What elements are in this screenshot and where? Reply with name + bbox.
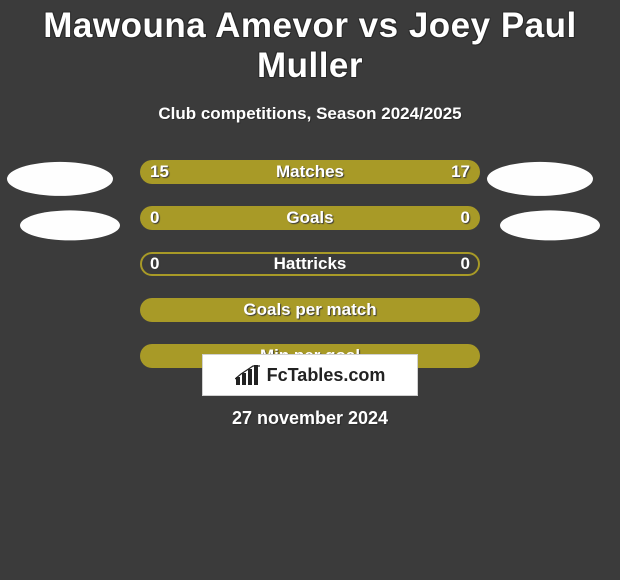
generated-date: 27 november 2024 [0,408,620,429]
stat-label: Matches [140,160,480,184]
stat-value-left: 15 [150,160,169,184]
comparison-infographic: Mawouna Amevor vs Joey Paul Muller Club … [0,0,620,580]
brand-text: FcTables.com [267,365,386,386]
stat-value-right: 0 [461,206,470,230]
player-avatar-right [487,162,593,196]
stat-label: Goals [140,206,480,230]
brand-chart-icon [235,365,261,385]
player-avatar-left [7,162,113,196]
stat-label: Hattricks [140,252,480,276]
stat-row: Goals0 0 [0,206,620,252]
stat-value-right: 17 [451,160,470,184]
stat-row: Matches15 17 [0,160,620,206]
stat-label: Goals per match [140,298,480,322]
player-avatar-left [20,210,120,240]
stat-value-left: 0 [150,206,159,230]
page-subtitle: Club competitions, Season 2024/2025 [0,104,620,124]
player-avatar-right [500,210,600,240]
stat-row: Hattricks0 0 [0,252,620,298]
stat-row: Goals per match [0,298,620,344]
stat-value-left: 0 [150,252,159,276]
brand-badge: FcTables.com [202,354,418,396]
stat-value-right: 0 [461,252,470,276]
page-title: Mawouna Amevor vs Joey Paul Muller [0,0,620,86]
